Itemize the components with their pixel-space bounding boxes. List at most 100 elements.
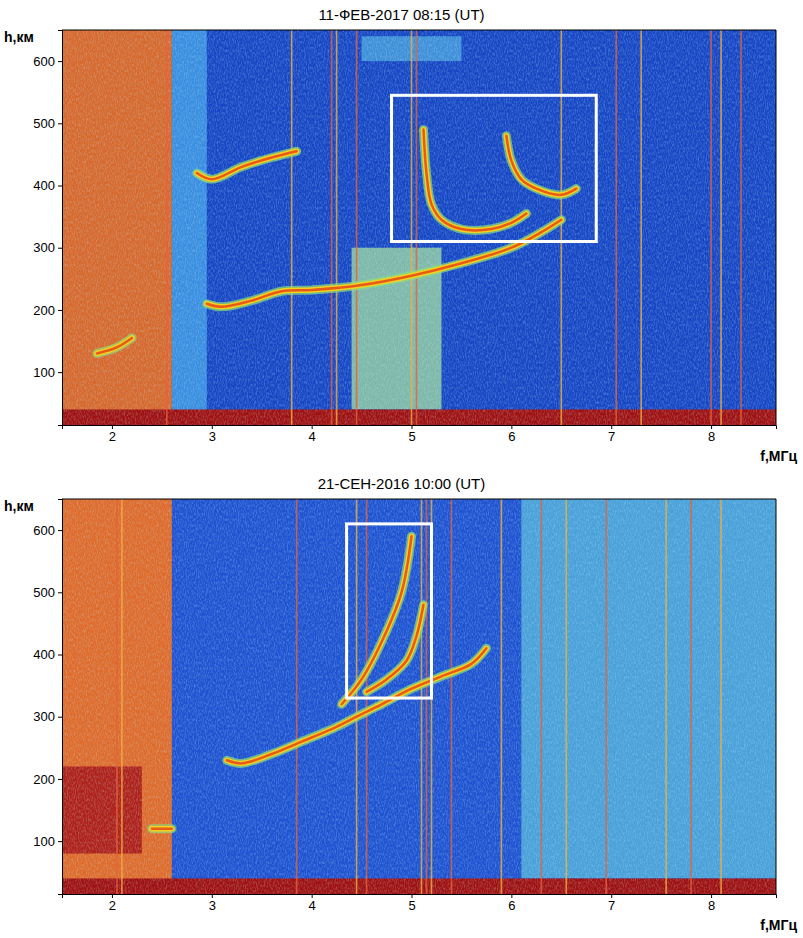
trace-halo [227, 648, 487, 763]
trace-halo [207, 220, 562, 307]
trace-glow [506, 136, 576, 195]
y-axis-line [58, 31, 63, 426]
y-tick: 600 [33, 54, 62, 69]
noise-texture [62, 30, 776, 425]
trace [367, 605, 424, 692]
y-tick: 300 [33, 709, 62, 724]
interference-line [331, 30, 333, 425]
trace-halo [506, 136, 576, 195]
y-tick-mark [58, 61, 62, 62]
trace-halo [367, 605, 424, 692]
interference-line [710, 30, 712, 425]
interference-line [565, 499, 567, 894]
y-axis-title: h,км [4, 498, 34, 514]
x-tick: 7 [608, 894, 615, 913]
x-tick: 7 [608, 425, 615, 444]
chart-title: 21-СЕН-2016 10:00 (UT) [318, 475, 486, 492]
y-tick: 100 [33, 834, 62, 849]
trace-glow [227, 648, 487, 763]
y-tick: 200 [33, 772, 62, 787]
interference-line [720, 499, 722, 894]
interference-line [296, 499, 298, 894]
frame [62, 30, 776, 31]
x-tick-label: 7 [608, 429, 615, 444]
y-tick-label: 100 [33, 365, 55, 380]
noise-region [62, 30, 776, 425]
x-axis: 2345678 [63, 894, 777, 913]
y-tick-mark [58, 372, 62, 373]
interference-line [690, 499, 692, 894]
frame [62, 499, 776, 500]
trace-glow [97, 338, 132, 354]
y-tick-mark [58, 248, 62, 249]
interference-line [541, 499, 543, 894]
y-tick-mark [58, 310, 62, 311]
y-tick-label: 200 [33, 772, 55, 787]
y-tick: 200 [33, 303, 62, 318]
highlight-box [392, 95, 597, 241]
plot-area [62, 499, 776, 894]
trace-glow [207, 220, 562, 307]
frame [776, 30, 777, 425]
x-tick: 4 [309, 894, 316, 913]
x-tick: 2 [109, 425, 116, 444]
highlight-box [347, 524, 432, 698]
y-tick-label: 400 [33, 647, 55, 662]
y-axis: 100200300400500600 [33, 31, 62, 426]
trace-glow [342, 536, 412, 704]
x-tick: 6 [508, 425, 515, 444]
y-tick-label: 300 [33, 240, 55, 255]
interference-line [291, 30, 293, 425]
x-tick-label: 6 [508, 429, 515, 444]
x-tick: 2 [109, 894, 116, 913]
x-tick-label: 5 [408, 898, 415, 913]
panel: 2345678100200300400500600 [33, 30, 776, 444]
y-tick-mark [58, 186, 62, 187]
y-tick-label: 400 [33, 178, 55, 193]
x-axis: 2345678 [63, 425, 777, 444]
y-tick-mark [58, 655, 62, 656]
y-tick-mark [58, 530, 62, 531]
frame [776, 499, 777, 894]
panel: 2345678100200300400500600 [33, 499, 776, 913]
interference-line [116, 499, 118, 894]
y-tick-label: 600 [33, 54, 55, 69]
trace-halo [97, 338, 132, 354]
x-tick-label: 8 [708, 898, 715, 913]
x-tick-label: 7 [608, 898, 615, 913]
interference-line [421, 499, 423, 894]
y-tick: 500 [33, 585, 62, 600]
y-axis: 100 200 300 400 500 600 [33, 500, 62, 895]
interference-line [665, 499, 667, 894]
y-tick: 600 [33, 523, 62, 538]
trace-halo [342, 536, 412, 704]
chart-title: 11-ФЕВ-2017 08:15 (UT) [318, 6, 484, 23]
x-tick-label: 2 [109, 429, 116, 444]
interference-line [561, 30, 563, 425]
trace-halo [152, 824, 172, 833]
interference-line [720, 30, 722, 425]
interference-line [356, 499, 358, 894]
trace-glow [152, 826, 172, 832]
x-tick: 5 [408, 425, 415, 444]
y-tick: 400 [33, 178, 62, 193]
trace [342, 536, 412, 704]
y-tick-mark [58, 841, 62, 842]
interference-line [426, 499, 428, 894]
y-tick-label: 500 [33, 585, 55, 600]
y-tick-label: 600 [33, 523, 55, 538]
interference-line [121, 499, 123, 894]
trace [207, 220, 562, 307]
interference-line [740, 30, 742, 425]
y-tick-mark [58, 123, 62, 124]
x-tick: 3 [209, 425, 216, 444]
interference-line [366, 499, 368, 894]
y-tick-mark [58, 717, 62, 718]
x-tick: 3 [209, 894, 216, 913]
interference-line [166, 30, 168, 425]
trace-glow [367, 605, 424, 692]
ionogram-figure: 2 3 4 5 6 7 8 100 200 300 400 500 600 11-ФЕВ-2017 08:… [0, 0, 803, 938]
y-tick-mark [58, 779, 62, 780]
trace [506, 136, 576, 195]
x-tick-label: 4 [309, 898, 316, 913]
